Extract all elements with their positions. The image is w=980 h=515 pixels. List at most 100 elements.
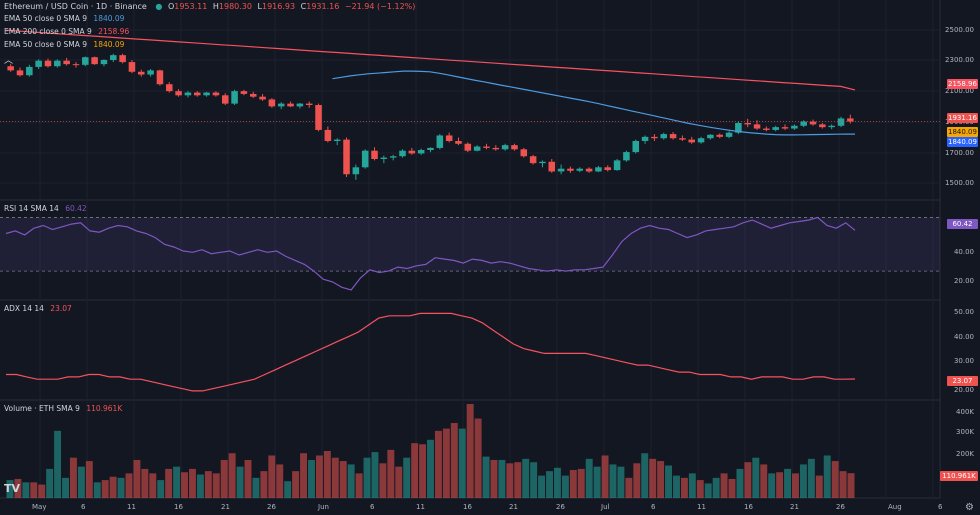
collapse-legend-icon[interactable]: ︿ [4, 56, 14, 66]
ohlc-o-label: O [167, 2, 175, 11]
volume-bar [220, 459, 228, 498]
volume-bar [6, 480, 14, 498]
time-tick: 26 [267, 503, 276, 511]
candle-body [389, 156, 397, 158]
volume-bar [165, 468, 173, 498]
adx-tick: 20.00 [953, 386, 974, 394]
candle-body [408, 150, 416, 154]
time-tick: 11 [127, 503, 136, 511]
volume-bar [744, 462, 752, 498]
volume-bar [387, 449, 395, 498]
legend-ema200[interactable]: EMA 200 close 0 SMA 9 2158.96 [4, 27, 129, 36]
volume-bar [157, 480, 165, 498]
volume-bar [101, 480, 109, 498]
candle-body [72, 64, 80, 66]
volume-value-tag: 110.961K [940, 471, 978, 481]
volume-bar [54, 430, 62, 498]
time-tick: Jun [318, 503, 329, 511]
candle-body [464, 143, 472, 151]
candle-body [828, 125, 835, 128]
volume-bar [776, 472, 784, 498]
legend-ema50[interactable]: EMA 50 close 0 SMA 9 1840.09 [4, 14, 124, 23]
volume-bar [696, 480, 704, 498]
candle-body [138, 71, 145, 75]
volume-bar [244, 459, 252, 498]
candle-body [632, 141, 640, 153]
candle-body [305, 103, 313, 105]
rsi-legend[interactable]: RSI 14 SMA 14 60.42 [4, 204, 87, 213]
candle-body [296, 103, 304, 107]
rsi-band [0, 217, 940, 272]
tradingview-logo[interactable]: TV [4, 482, 21, 495]
candle-body [259, 96, 266, 100]
adx-line [6, 312, 856, 392]
volume-bar [728, 478, 736, 498]
volume-bar [752, 457, 760, 498]
candle-body [520, 149, 528, 157]
volume-label: Volume · ETH SMA 9 [4, 404, 80, 413]
time-tick: 26 [836, 503, 845, 511]
adx-tick: 30.00 [953, 357, 974, 365]
candle-body [156, 70, 164, 85]
price-tick: 2500.00 [945, 26, 974, 34]
volume-bar [474, 418, 482, 498]
candle-body [16, 70, 24, 76]
price-tick: 2100.00 [945, 87, 974, 95]
symbol-title[interactable]: Ethereum / USD Coin · 1D · Binance [4, 2, 147, 11]
candle-body [240, 91, 248, 94]
candle-body [623, 152, 630, 161]
candle-body [445, 135, 453, 141]
status-dot-icon: ● [155, 2, 163, 11]
volume-bar [196, 474, 204, 498]
volume-bar [442, 428, 450, 498]
volume-bar [585, 458, 593, 498]
price-tick: 2300.00 [945, 56, 974, 64]
ohlc-close: 1931.16 [306, 2, 340, 11]
volume-bar [141, 468, 149, 498]
volume-bar [125, 473, 133, 498]
candle-body [809, 121, 817, 125]
volume-value: 110.961K [86, 404, 123, 413]
candle-body [44, 60, 52, 67]
volume-bar [792, 473, 799, 498]
candle-body [371, 150, 378, 159]
volume-bar [831, 461, 839, 498]
volume-bar [181, 472, 188, 498]
time-tick: 21 [221, 503, 230, 511]
candle-body [847, 118, 854, 122]
volume-bar [649, 458, 657, 498]
volume-bar [395, 466, 403, 498]
candle-body [203, 92, 210, 96]
volume-bar [823, 455, 831, 498]
volume-bar [300, 453, 308, 498]
volume-bar [173, 466, 181, 498]
candle-body [277, 103, 285, 107]
candle-body [268, 99, 276, 107]
volume-bar [427, 439, 434, 498]
candle-body [651, 136, 658, 139]
legend-ema50-value: 1840.09 [93, 14, 125, 23]
ohlc-change: −21.94 (−1.12%) [344, 2, 416, 11]
candle-body [352, 167, 360, 175]
volume-bar [609, 464, 617, 498]
ohlc-low: 1916.93 [262, 2, 296, 11]
candle-body [725, 132, 733, 137]
adx-legend[interactable]: ADX 14 14 23.07 [4, 304, 72, 313]
legend-ema50-b[interactable]: EMA 50 close 0 SMA 9 1840.09 [4, 40, 124, 49]
candle-body [613, 160, 621, 171]
time-tick: 26 [556, 503, 565, 511]
price-tick: 1500.00 [945, 179, 974, 187]
vol-tick: 200K [956, 450, 974, 458]
time-tick: 6 [938, 503, 943, 511]
gear-icon[interactable]: ⚙ [965, 502, 974, 513]
ema50b-price-tag: 1840.09 [947, 137, 978, 147]
volume-legend[interactable]: Volume · ETH SMA 9 110.961K [4, 404, 122, 413]
volume-bar [212, 473, 220, 498]
rsi-line [5, 216, 856, 291]
candle-body [212, 92, 220, 96]
candle-body [529, 156, 537, 164]
candle-body [7, 66, 14, 71]
volume-bar [46, 468, 54, 498]
candle-body [501, 145, 509, 150]
